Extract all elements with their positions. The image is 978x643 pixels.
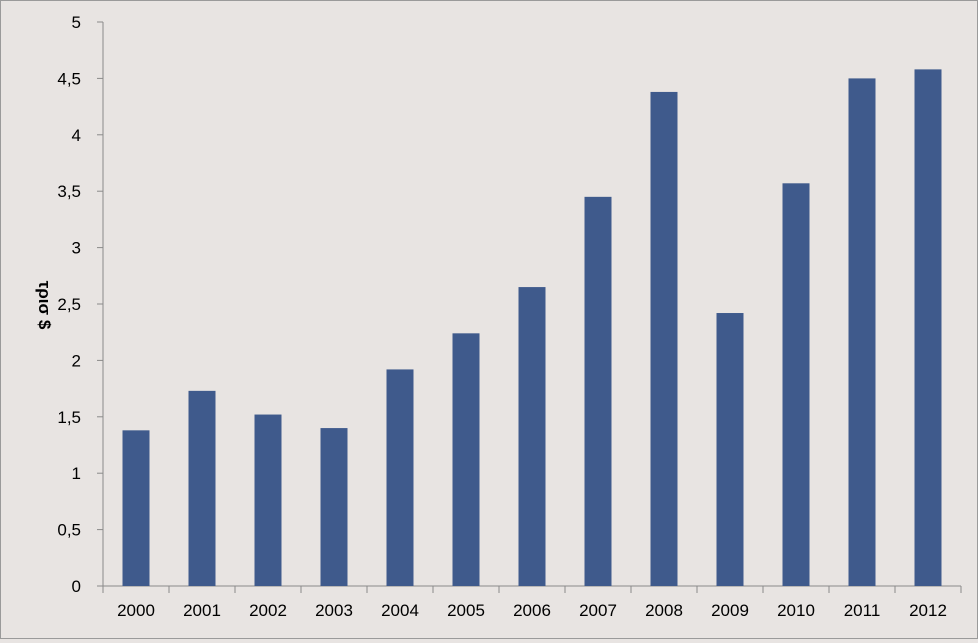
y-tick-label: 3	[72, 239, 81, 258]
x-tick-label: 2001	[183, 601, 221, 620]
y-tick-label: 1,5	[57, 408, 81, 427]
x-tick-label: 2004	[381, 601, 419, 620]
y-tick-label: 3,5	[57, 182, 81, 201]
x-tick-label: 2011	[844, 601, 881, 620]
y-tick-label: 4,5	[57, 69, 81, 88]
x-tick-label: 2012	[909, 601, 947, 620]
y-tick-label: 0	[72, 577, 81, 596]
y-tick-label: 0,5	[57, 521, 81, 540]
bar	[584, 196, 612, 586]
y-tick-label: 4	[72, 126, 81, 145]
x-tick-label: 2008	[645, 601, 683, 620]
bar	[650, 91, 678, 586]
bar	[518, 287, 546, 586]
bar	[716, 313, 744, 586]
x-tick-label: 2010	[777, 601, 815, 620]
x-tick-label: 2007	[579, 601, 617, 620]
bar	[122, 430, 150, 586]
bar	[452, 333, 480, 586]
bar	[254, 414, 282, 586]
bar	[320, 428, 348, 586]
y-tick-label: 1	[72, 464, 81, 483]
bars	[122, 69, 942, 587]
y-tick-label: 5	[72, 13, 81, 32]
y-axis-title: τρισ $	[35, 281, 54, 330]
bar	[914, 69, 942, 587]
y-tick-label: 2	[72, 351, 81, 370]
x-tick-label: 2005	[447, 601, 485, 620]
y-axis: 0 0,5 1 1,5 2 2,5 3 3,5 4 4,5 5	[57, 13, 104, 596]
bar	[782, 183, 810, 586]
x-axis: 2000 2001 2002 2003 2004 2005 2006 2007 2008 2009…	[102, 585, 962, 620]
bar	[188, 390, 216, 586]
x-tick-label: 2006	[513, 601, 551, 620]
x-tick-label: 2002	[249, 601, 287, 620]
x-tick-label: 2003	[315, 601, 353, 620]
x-tick-label: 2000	[117, 601, 155, 620]
y-tick-label: 2,5	[57, 295, 81, 314]
bar	[386, 369, 414, 586]
bar	[848, 78, 876, 587]
x-tick-label: 2009	[711, 601, 749, 620]
